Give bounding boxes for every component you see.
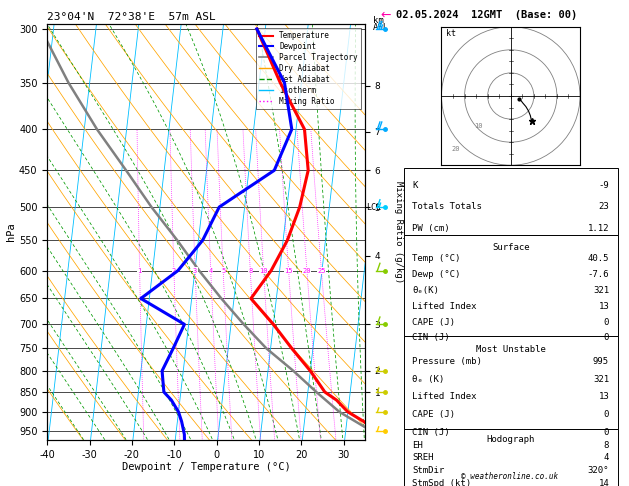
Text: 4: 4 (209, 268, 213, 274)
Text: 20: 20 (451, 146, 460, 153)
Bar (404, 168, 618, 235)
Text: 995: 995 (593, 357, 609, 365)
Text: 1.12: 1.12 (587, 224, 609, 233)
Text: 23: 23 (598, 202, 609, 211)
Text: 14: 14 (598, 479, 609, 486)
Text: Most Unstable: Most Unstable (476, 345, 546, 354)
Text: 0: 0 (604, 333, 609, 343)
Text: 13: 13 (598, 302, 609, 311)
Text: 40.5: 40.5 (587, 254, 609, 263)
Text: 23°04'N  72°38'E  57m ASL: 23°04'N 72°38'E 57m ASL (47, 12, 216, 22)
Text: 15: 15 (284, 268, 293, 274)
Text: CAPE (J): CAPE (J) (413, 317, 455, 327)
Text: CIN (J): CIN (J) (413, 333, 450, 343)
Text: 10: 10 (259, 268, 268, 274)
Text: 0: 0 (604, 410, 609, 419)
Text: kt: kt (446, 29, 456, 38)
Text: 321: 321 (593, 286, 609, 295)
X-axis label: Dewpoint / Temperature (°C): Dewpoint / Temperature (°C) (121, 462, 291, 472)
Text: Totals Totals: Totals Totals (413, 202, 482, 211)
Text: Hodograph: Hodograph (487, 435, 535, 444)
Text: Lifted Index: Lifted Index (413, 392, 477, 401)
Text: 3: 3 (193, 268, 198, 274)
Text: Surface: Surface (492, 243, 530, 252)
Text: ←: ← (380, 9, 391, 22)
Text: 321: 321 (593, 375, 609, 383)
Bar (404, 336, 618, 429)
Text: -9: -9 (598, 181, 609, 190)
Text: 5: 5 (221, 268, 225, 274)
Text: 25: 25 (317, 268, 326, 274)
Text: LCL: LCL (367, 203, 381, 211)
Text: 10: 10 (474, 123, 482, 129)
Bar (404, 235, 618, 336)
Text: θₑ(K): θₑ(K) (413, 286, 439, 295)
Text: 20: 20 (303, 268, 311, 274)
Text: 320°: 320° (587, 466, 609, 475)
Text: StmDir: StmDir (413, 466, 445, 475)
Text: 4: 4 (604, 453, 609, 463)
Text: CAPE (J): CAPE (J) (413, 410, 455, 419)
Text: CIN (J): CIN (J) (413, 428, 450, 437)
Text: StmSpd (kt): StmSpd (kt) (413, 479, 472, 486)
Text: 8: 8 (248, 268, 252, 274)
Text: θₑ (K): θₑ (K) (413, 375, 445, 383)
Text: Pressure (mb): Pressure (mb) (413, 357, 482, 365)
Y-axis label: Mixing Ratio (g/kg): Mixing Ratio (g/kg) (394, 181, 403, 283)
Text: km: km (373, 16, 384, 25)
Text: 02.05.2024  12GMT  (Base: 00): 02.05.2024 12GMT (Base: 00) (396, 10, 577, 20)
Bar (404, 429, 618, 486)
Text: 1: 1 (138, 268, 142, 274)
Text: 0: 0 (604, 317, 609, 327)
Text: 2: 2 (172, 268, 176, 274)
Text: -7.6: -7.6 (587, 270, 609, 279)
Y-axis label: hPa: hPa (6, 223, 16, 242)
Text: 0: 0 (604, 428, 609, 437)
Text: SREH: SREH (413, 453, 434, 463)
Text: Dewp (°C): Dewp (°C) (413, 270, 461, 279)
Text: Lifted Index: Lifted Index (413, 302, 477, 311)
Text: Temp (°C): Temp (°C) (413, 254, 461, 263)
Text: © weatheronline.co.uk: © weatheronline.co.uk (461, 472, 558, 481)
Legend: Temperature, Dewpoint, Parcel Trajectory, Dry Adiabat, Wet Adiabat, Isotherm, Mi: Temperature, Dewpoint, Parcel Trajectory… (257, 28, 361, 109)
Text: 8: 8 (604, 441, 609, 450)
Text: 13: 13 (598, 392, 609, 401)
Text: EH: EH (413, 441, 423, 450)
Text: PW (cm): PW (cm) (413, 224, 450, 233)
Text: K: K (413, 181, 418, 190)
Text: ASL: ASL (373, 23, 389, 32)
